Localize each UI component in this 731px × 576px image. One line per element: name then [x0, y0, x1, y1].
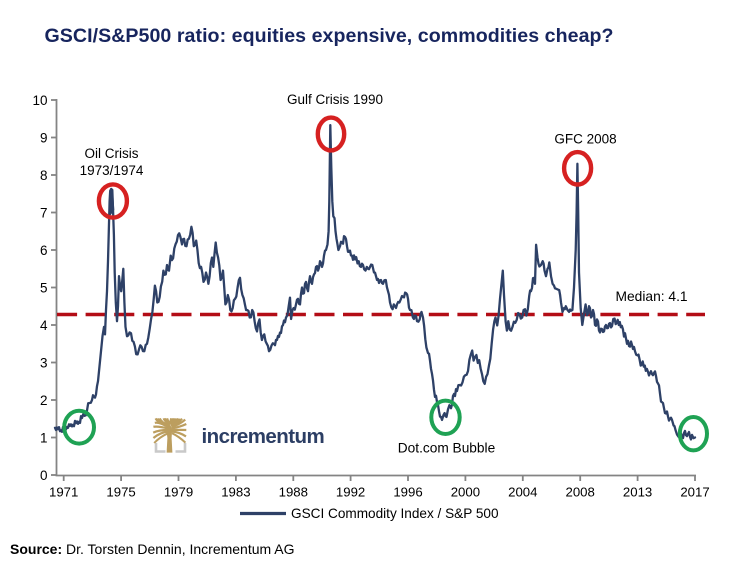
svg-text:GFC 2008: GFC 2008 — [554, 132, 616, 147]
svg-text:2008: 2008 — [566, 485, 595, 500]
svg-text:incrementum: incrementum — [202, 425, 325, 448]
svg-text:8: 8 — [40, 168, 48, 183]
svg-text:GSCI/S&P500 ratio: equities ex: GSCI/S&P500 ratio: equities expensive, c… — [45, 25, 614, 47]
svg-text:6: 6 — [40, 243, 48, 258]
svg-text:Gulf Crisis 1990: Gulf Crisis 1990 — [287, 92, 383, 107]
svg-text:1975: 1975 — [106, 485, 135, 500]
svg-text:Source: Dr. Torsten Dennin, In: Source: Dr. Torsten Dennin, Incrementum … — [10, 541, 295, 557]
svg-text:GSCI Commodity Index / S&P 500: GSCI Commodity Index / S&P 500 — [291, 506, 499, 521]
svg-text:3: 3 — [40, 355, 48, 370]
svg-text:2: 2 — [40, 393, 48, 408]
svg-text:Median: 4.1: Median: 4.1 — [616, 289, 688, 304]
svg-text:10: 10 — [32, 93, 47, 108]
svg-text:1983: 1983 — [221, 485, 250, 500]
svg-text:1988: 1988 — [279, 485, 308, 500]
svg-text:1: 1 — [40, 430, 48, 445]
svg-text:2013: 2013 — [623, 485, 652, 500]
svg-text:2000: 2000 — [451, 485, 480, 500]
svg-text:1973/1974: 1973/1974 — [80, 163, 144, 178]
svg-text:1971: 1971 — [49, 485, 78, 500]
svg-text:4: 4 — [40, 318, 48, 333]
svg-text:2017: 2017 — [680, 485, 709, 500]
svg-text:1992: 1992 — [336, 485, 365, 500]
svg-text:9: 9 — [40, 130, 48, 145]
svg-text:2004: 2004 — [508, 485, 537, 500]
svg-text:Oil Crisis: Oil Crisis — [85, 146, 139, 161]
svg-text:7: 7 — [40, 205, 48, 220]
svg-text:5: 5 — [40, 280, 48, 295]
svg-text:Dot.com Bubble: Dot.com Bubble — [398, 441, 495, 456]
svg-text:1996: 1996 — [393, 485, 422, 500]
svg-text:0: 0 — [40, 468, 48, 483]
svg-text:1979: 1979 — [164, 485, 193, 500]
